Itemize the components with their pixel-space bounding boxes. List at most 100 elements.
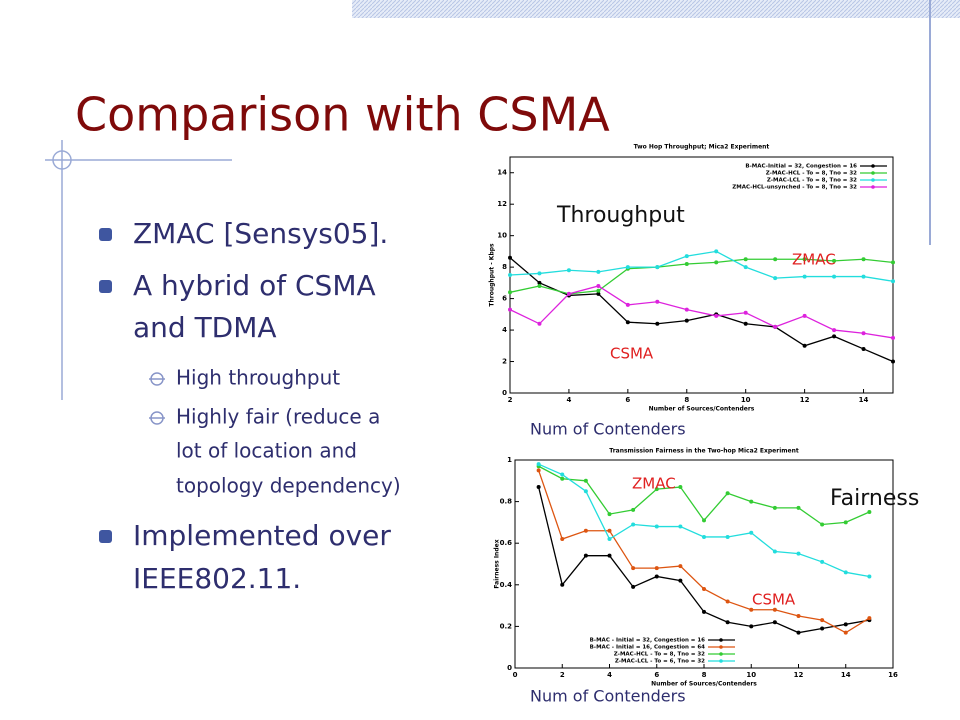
data-point: [843, 630, 848, 635]
data-point: [537, 321, 542, 326]
data-point: [725, 599, 730, 604]
x-tick-label: 6: [625, 396, 630, 404]
y-tick-label: 0.4: [500, 581, 513, 589]
data-point: [596, 284, 601, 289]
annotation: Throughput: [556, 203, 685, 228]
legend-marker: [871, 178, 875, 182]
data-point: [537, 271, 542, 276]
data-point: [536, 462, 541, 467]
data-point: [772, 607, 777, 612]
data-point: [867, 510, 872, 514]
legend-label: B-MAC-Initial = 32, Congestion = 16: [745, 164, 857, 170]
y-tick-label: 0: [502, 389, 507, 397]
data-point: [678, 564, 683, 569]
legend-marker: [871, 164, 875, 168]
data-point: [743, 321, 748, 326]
data-point: [773, 276, 778, 281]
data-point: [583, 553, 588, 558]
data-point: [596, 291, 601, 296]
y-tick-label: 4: [502, 326, 507, 334]
data-point: [684, 254, 689, 259]
data-point: [702, 609, 706, 614]
y-tick-label: 0: [507, 664, 512, 672]
data-point: [625, 302, 630, 307]
x-tick-label: 8: [702, 671, 707, 679]
data-point: [796, 614, 801, 618]
x-axis-label: Number of Sources/Contenders: [649, 406, 755, 413]
data-point: [536, 468, 541, 473]
data-point: [566, 291, 571, 296]
data-point: [714, 249, 719, 254]
sub-bullet-text: topology dependency): [176, 474, 401, 498]
data-point: [583, 489, 588, 494]
data-point: [749, 530, 754, 535]
data-point: [861, 274, 866, 279]
x-tick-label: 12: [794, 671, 804, 679]
data-point: [843, 622, 848, 627]
sub-bullet-text: Highly fair (reduce a: [176, 405, 380, 429]
data-point: [631, 566, 636, 571]
data-point: [684, 318, 689, 323]
data-point: [625, 265, 630, 270]
data-point: [702, 518, 706, 523]
series-line: [509, 250, 894, 282]
y-axis-label: Fairness Index: [494, 539, 501, 588]
data-point: [508, 307, 512, 312]
legend-label: Z-MAC-LCL - To = 8, Tno = 32: [767, 178, 857, 184]
y-tick-label: 6: [502, 295, 507, 303]
y-tick-label: 0.2: [500, 622, 513, 630]
series-line: [509, 258, 894, 295]
data-point: [773, 257, 778, 262]
chart-title: Transmission Fairness in the Two-hop Mic…: [609, 448, 799, 455]
data-point: [796, 551, 801, 556]
data-point: [772, 620, 777, 625]
bullet-text: Implemented over: [133, 519, 391, 552]
y-tick-label: 0.8: [500, 498, 513, 506]
data-point: [772, 505, 777, 510]
legend-label: ZMAC-HCL-unsynched - To = 8, Tno = 32: [732, 185, 857, 191]
data-point: [802, 274, 807, 279]
legend-marker: [871, 185, 875, 189]
bullet-text: and TDMA: [133, 311, 277, 344]
x-tick-label: 2: [508, 396, 513, 404]
y-tick-label: 8: [502, 263, 507, 271]
data-point: [583, 528, 588, 533]
x-tick-label: 6: [654, 671, 659, 679]
data-point: [702, 534, 706, 539]
data-point: [843, 570, 848, 575]
data-point: [655, 299, 660, 304]
data-point: [508, 273, 512, 277]
data-point: [583, 478, 588, 483]
data-point: [773, 324, 778, 329]
legend-label: B-MAC - Initial = 16, Congestion = 64: [590, 645, 706, 651]
data-point: [843, 520, 848, 525]
data-point: [867, 616, 872, 621]
legend-marker: [719, 659, 723, 663]
sub-bullet-text: lot of location and: [176, 439, 357, 463]
data-point: [654, 566, 659, 571]
x-axis-label: Number of Sources/Contenders: [651, 681, 757, 688]
data-point: [891, 359, 895, 364]
data-point: [560, 537, 565, 542]
data-point: [802, 313, 807, 318]
legend-marker: [871, 171, 875, 175]
data-point: [678, 578, 683, 583]
data-point: [702, 586, 706, 591]
data-point: [861, 346, 866, 351]
y-tick-label: 2: [502, 358, 507, 366]
slide-title: Comparison with CSMA: [75, 88, 610, 142]
y-tick-label: 0.6: [500, 539, 513, 547]
chart-background: [485, 140, 900, 420]
annotation: CSMA: [752, 591, 796, 609]
decor-band: [352, 0, 960, 18]
data-point: [832, 334, 837, 339]
annotation: Num of Contenders: [530, 420, 686, 439]
data-point: [625, 320, 630, 325]
sub-bullet-text: High throughput: [176, 366, 340, 390]
series-line: [509, 257, 894, 363]
data-point: [861, 331, 866, 336]
data-point: [796, 505, 801, 510]
annotation: ZMAC: [632, 475, 676, 493]
